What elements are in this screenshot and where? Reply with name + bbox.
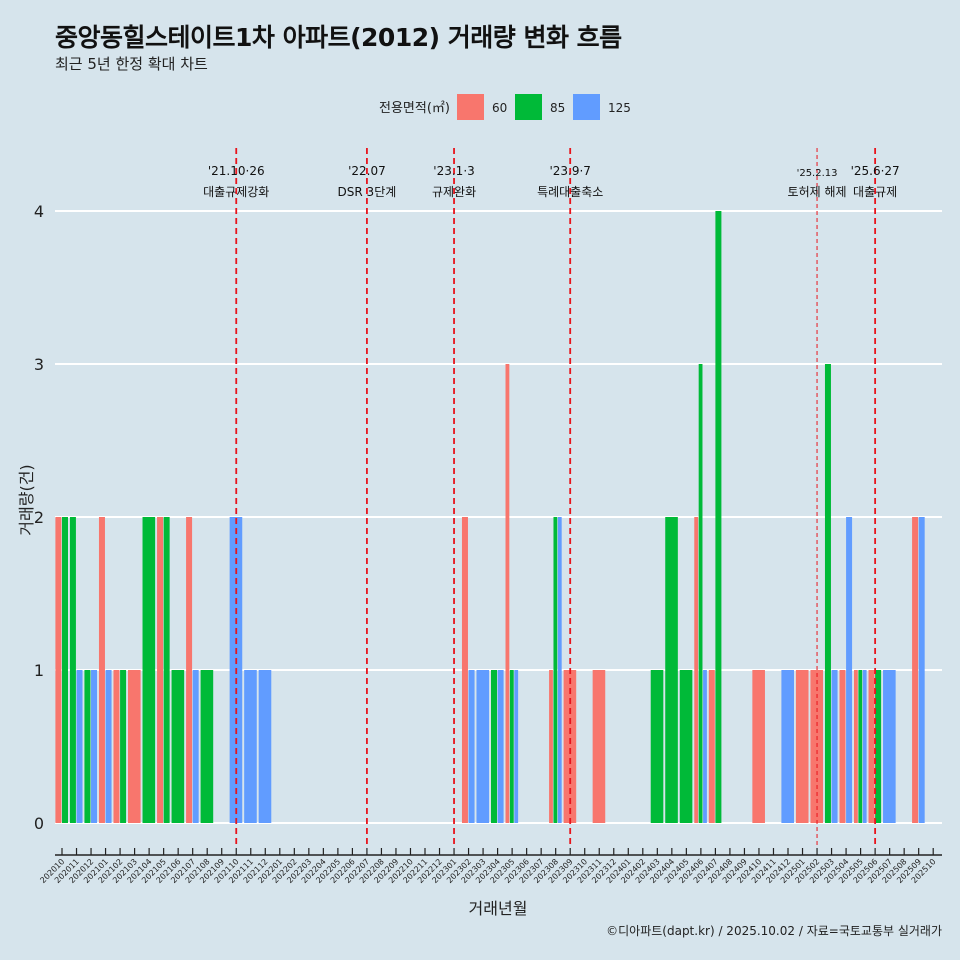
y-tick-label: 0 [34,814,44,833]
bar-60-202302 [461,517,468,823]
bar-85-202305 [509,670,514,823]
bar-85-202405 [679,670,693,823]
bar-60-202305 [505,364,510,823]
x-axis-title: 거래년월 [469,899,528,918]
event-label: 특례대출축소 [537,185,603,199]
event-date: '23.1·3 [433,164,474,178]
bar-125-202011 [76,670,83,823]
bar-85-202407 [715,211,722,823]
bar-125-202305 [514,670,519,823]
event-date: '22.07 [348,164,386,178]
bar-60-202509 [912,517,919,823]
bar-85-202104 [142,517,156,823]
legend-title: 전용면적(㎡) [379,101,450,116]
bar-85-202406 [698,364,703,823]
bar-60-202309 [563,670,577,823]
bar-85-202102 [120,670,127,823]
bar-125-202308 [557,517,562,823]
bar-125-202507 [883,670,896,823]
event-label: 대출규제 [853,185,897,199]
bar-125-202406 [703,670,707,823]
bar-60-202407 [708,670,715,823]
bar-85-202108 [200,670,214,823]
bar-60-202410 [752,670,765,823]
bar-60-202406 [694,517,699,823]
bar-60-202308 [549,670,553,823]
bar-125-202304 [497,670,504,823]
bar-125-202503 [831,670,838,823]
event-label: DSR 3단계 [338,185,397,199]
bar-85-202105 [163,517,170,823]
bar-125-202302 [468,670,475,823]
bar-85-202308 [553,517,558,823]
y-tick-label: 3 [34,355,44,374]
bar-60-202505 [854,670,858,823]
y-tick-label: 4 [34,202,44,221]
bar-125-202412 [781,670,794,823]
bar-85-202011 [69,517,76,823]
bar-125-202012 [91,670,98,823]
y-tick-label: 2 [34,508,44,527]
bar-125-202504 [846,517,853,823]
event-date: '25.2.13 [797,168,838,179]
event-label: 규제완화 [432,185,476,199]
bar-60-202311 [592,670,606,823]
legend-swatch-125 [573,94,600,120]
bar-60-202107 [186,517,193,823]
legend-swatch-60 [457,94,484,120]
bar-85-202503 [824,364,831,823]
legend-label: 85 [550,101,565,115]
legend-swatch-85 [515,94,542,120]
event-label: 대출규제강화 [203,185,269,199]
caption: ©디아파트(dapt.kr) / 2025.10.02 / 자료=국토교통부 실… [606,924,942,938]
bar-125-202101 [105,670,112,823]
bar-85-202505 [858,670,863,823]
bar-60-202102 [113,670,120,823]
event-date: '25.6·27 [851,164,900,178]
bar-125-202112 [258,670,272,823]
chart-subtitle: 최근 5년 한정 확대 차트 [55,55,208,73]
event-label: 토허제 해제 [788,185,847,199]
bar-125-202111 [244,670,257,823]
bar-60-202105 [157,517,164,823]
bar-60-202501 [795,670,809,823]
bar-85-202304 [491,670,497,823]
bar-85-202403 [650,670,664,823]
bar-125-202509 [918,517,925,823]
y-tick-label: 1 [34,661,44,680]
bar-85-202010 [62,517,68,823]
event-date: '21.10·26 [208,164,265,178]
bar-85-202106 [171,670,185,823]
bar-60-202101 [98,517,105,823]
bar-60-202103 [128,670,141,823]
y-axis-title: 거래량(건) [17,464,36,535]
bar-125-202505 [862,670,867,823]
bar-85-202012 [84,670,91,823]
bar-85-202404 [665,517,678,823]
event-date: '23.9·7 [549,164,590,178]
bar-60-202504 [839,670,846,823]
bar-125-202107 [192,670,199,823]
bar-60-202010 [55,517,62,823]
bar-85-202506 [875,670,882,823]
legend-label: 125 [608,101,631,115]
chart-title: 중앙동힐스테이트1차 아파트(2012) 거래량 변화 흐름 [55,23,622,52]
bar-125-202303 [476,670,490,823]
bar-60-202506 [868,670,875,823]
legend-label: 60 [492,101,507,115]
